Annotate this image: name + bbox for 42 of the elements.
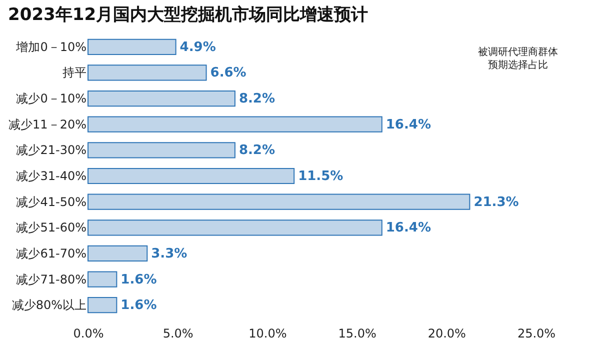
bar [88,168,295,184]
data-label: 4.9% [180,40,216,55]
y-tick-label: 减少11－20% [8,117,86,132]
x-tick-label: 15.0% [338,326,376,340]
y-tick-label: 增加0－10% [15,40,86,54]
bar [88,142,236,158]
bar [88,271,118,288]
bar [88,116,382,132]
data-label: 6.6% [210,66,246,81]
data-label: 1.6% [120,298,157,314]
annotation: 预期选择占比 [488,59,548,71]
data-label: 16.4% [386,117,431,132]
x-tick-label: 0.0% [73,326,104,340]
data-label: 3.3% [151,246,188,262]
chart-title: 2023年12月国内大型挖掘机市场同比增速预计 [8,5,368,25]
y-tick-label: 减少51-60% [16,220,86,235]
bar [88,38,176,55]
bar [88,90,236,107]
y-tick-label: 减少41-50% [16,194,86,209]
x-tick-label: 20.0% [428,326,466,340]
data-label: 21.3% [474,194,519,210]
data-label: 1.6% [120,272,157,288]
y-tick-label: 减少71-80% [16,272,86,286]
annotation: 被调研代理商群体 [478,46,558,58]
data-label: 11.5% [298,169,344,184]
data-label: 16.4% [386,220,431,236]
x-tick-label: 25.0% [517,326,556,340]
bar [88,245,148,262]
bar [88,194,470,210]
bar [88,220,382,236]
x-tick-label: 10.0% [248,326,287,340]
bar [88,64,207,81]
y-tick-label: 减少21-30% [16,143,86,158]
data-label: 8.2% [238,92,276,107]
y-tick-label: 减少31-40% [16,169,86,183]
y-tick-label: 减少0－10% [16,92,86,106]
data-label: 8.2% [238,143,276,158]
y-tick-label: 减少80%以上 [12,298,86,312]
bar [88,297,118,314]
y-tick-label: 减少61-70% [16,246,86,260]
x-tick-label: 5.0% [162,326,194,340]
y-tick-label: 持平 [62,66,86,80]
